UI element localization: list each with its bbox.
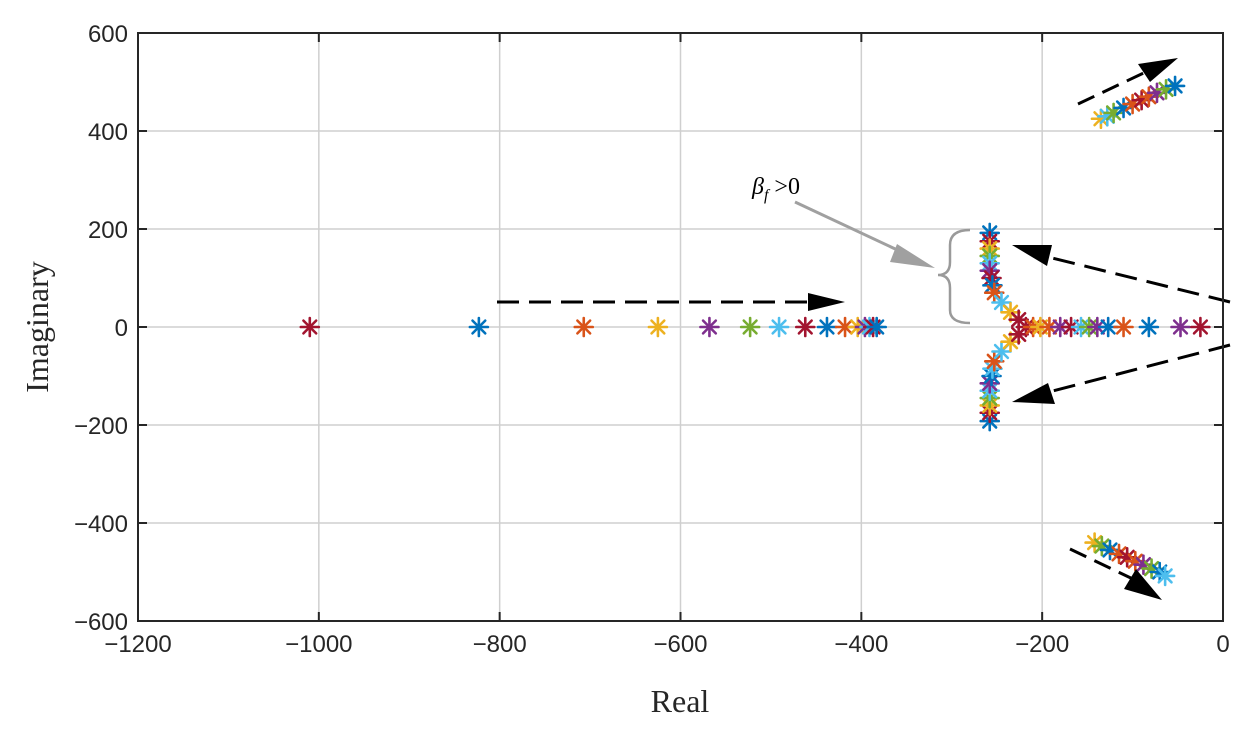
data-point bbox=[1138, 316, 1160, 338]
data-point bbox=[768, 316, 790, 338]
data-point bbox=[983, 350, 1005, 372]
annotations: βf >0 bbox=[497, 58, 1231, 600]
x-tick-label: −600 bbox=[653, 631, 707, 658]
y-tick-label: 400 bbox=[88, 119, 128, 146]
beta-symbol: β bbox=[751, 174, 764, 200]
data-point bbox=[1190, 316, 1211, 338]
data-point bbox=[299, 316, 321, 338]
x-tick-label: −800 bbox=[473, 631, 527, 658]
x-tick-label: −1200 bbox=[104, 631, 171, 658]
data-point bbox=[1154, 565, 1176, 587]
beta-subscript: f bbox=[764, 187, 771, 204]
y-tick-label: 200 bbox=[88, 217, 128, 244]
x-tick-label: 0 bbox=[1216, 631, 1229, 658]
beta-suffix: >0 bbox=[768, 174, 800, 200]
data-point bbox=[1090, 108, 1112, 130]
arrow-upper-pair bbox=[1077, 68, 1151, 106]
arrow-lower-pair bbox=[1069, 547, 1136, 582]
data-point bbox=[573, 316, 595, 338]
curly-brace bbox=[937, 228, 971, 325]
y-tick-label: −200 bbox=[74, 413, 128, 440]
data-point bbox=[816, 316, 838, 338]
x-axis-label: Real bbox=[651, 683, 710, 719]
y-axis-label: Imaginary bbox=[19, 261, 55, 393]
arrow-to-upper-branch bbox=[1039, 253, 1231, 304]
data-points bbox=[299, 75, 1211, 587]
x-tick-label: −200 bbox=[1015, 631, 1069, 658]
data-point bbox=[699, 316, 720, 338]
arrow-upper-pair-head bbox=[1138, 58, 1178, 82]
y-tick-label: 0 bbox=[115, 315, 128, 342]
y-tick-label: 600 bbox=[88, 21, 128, 48]
data-point bbox=[468, 316, 490, 338]
y-tick-label: −400 bbox=[74, 511, 128, 538]
data-point bbox=[647, 316, 669, 338]
data-point bbox=[991, 341, 1012, 362]
beta-pointer-line bbox=[794, 200, 907, 256]
beta-annotation: βf >0 bbox=[751, 174, 800, 204]
beta-pointer-head bbox=[890, 244, 935, 268]
arrow-to-lower-branch-head bbox=[1012, 383, 1055, 404]
data-point bbox=[1113, 316, 1134, 338]
arrow-lower-pair-head bbox=[1124, 569, 1162, 600]
x-tick-label: −400 bbox=[834, 631, 888, 658]
y-tick-label: −600 bbox=[74, 609, 128, 636]
axis-ticks: −1200 −1000 −800 −600 −400 −200 0 −600 −400 −200 0… bbox=[74, 21, 1230, 658]
data-point bbox=[794, 316, 816, 338]
data-point bbox=[1164, 75, 1186, 97]
data-point bbox=[983, 282, 1005, 304]
data-point bbox=[866, 316, 888, 338]
arrow-to-upper-branch-head bbox=[1012, 245, 1052, 266]
data-point bbox=[739, 316, 761, 338]
data-point bbox=[1170, 316, 1191, 338]
x-tick-label: −1000 bbox=[285, 631, 352, 658]
arrow-left-branch-head bbox=[808, 293, 845, 311]
